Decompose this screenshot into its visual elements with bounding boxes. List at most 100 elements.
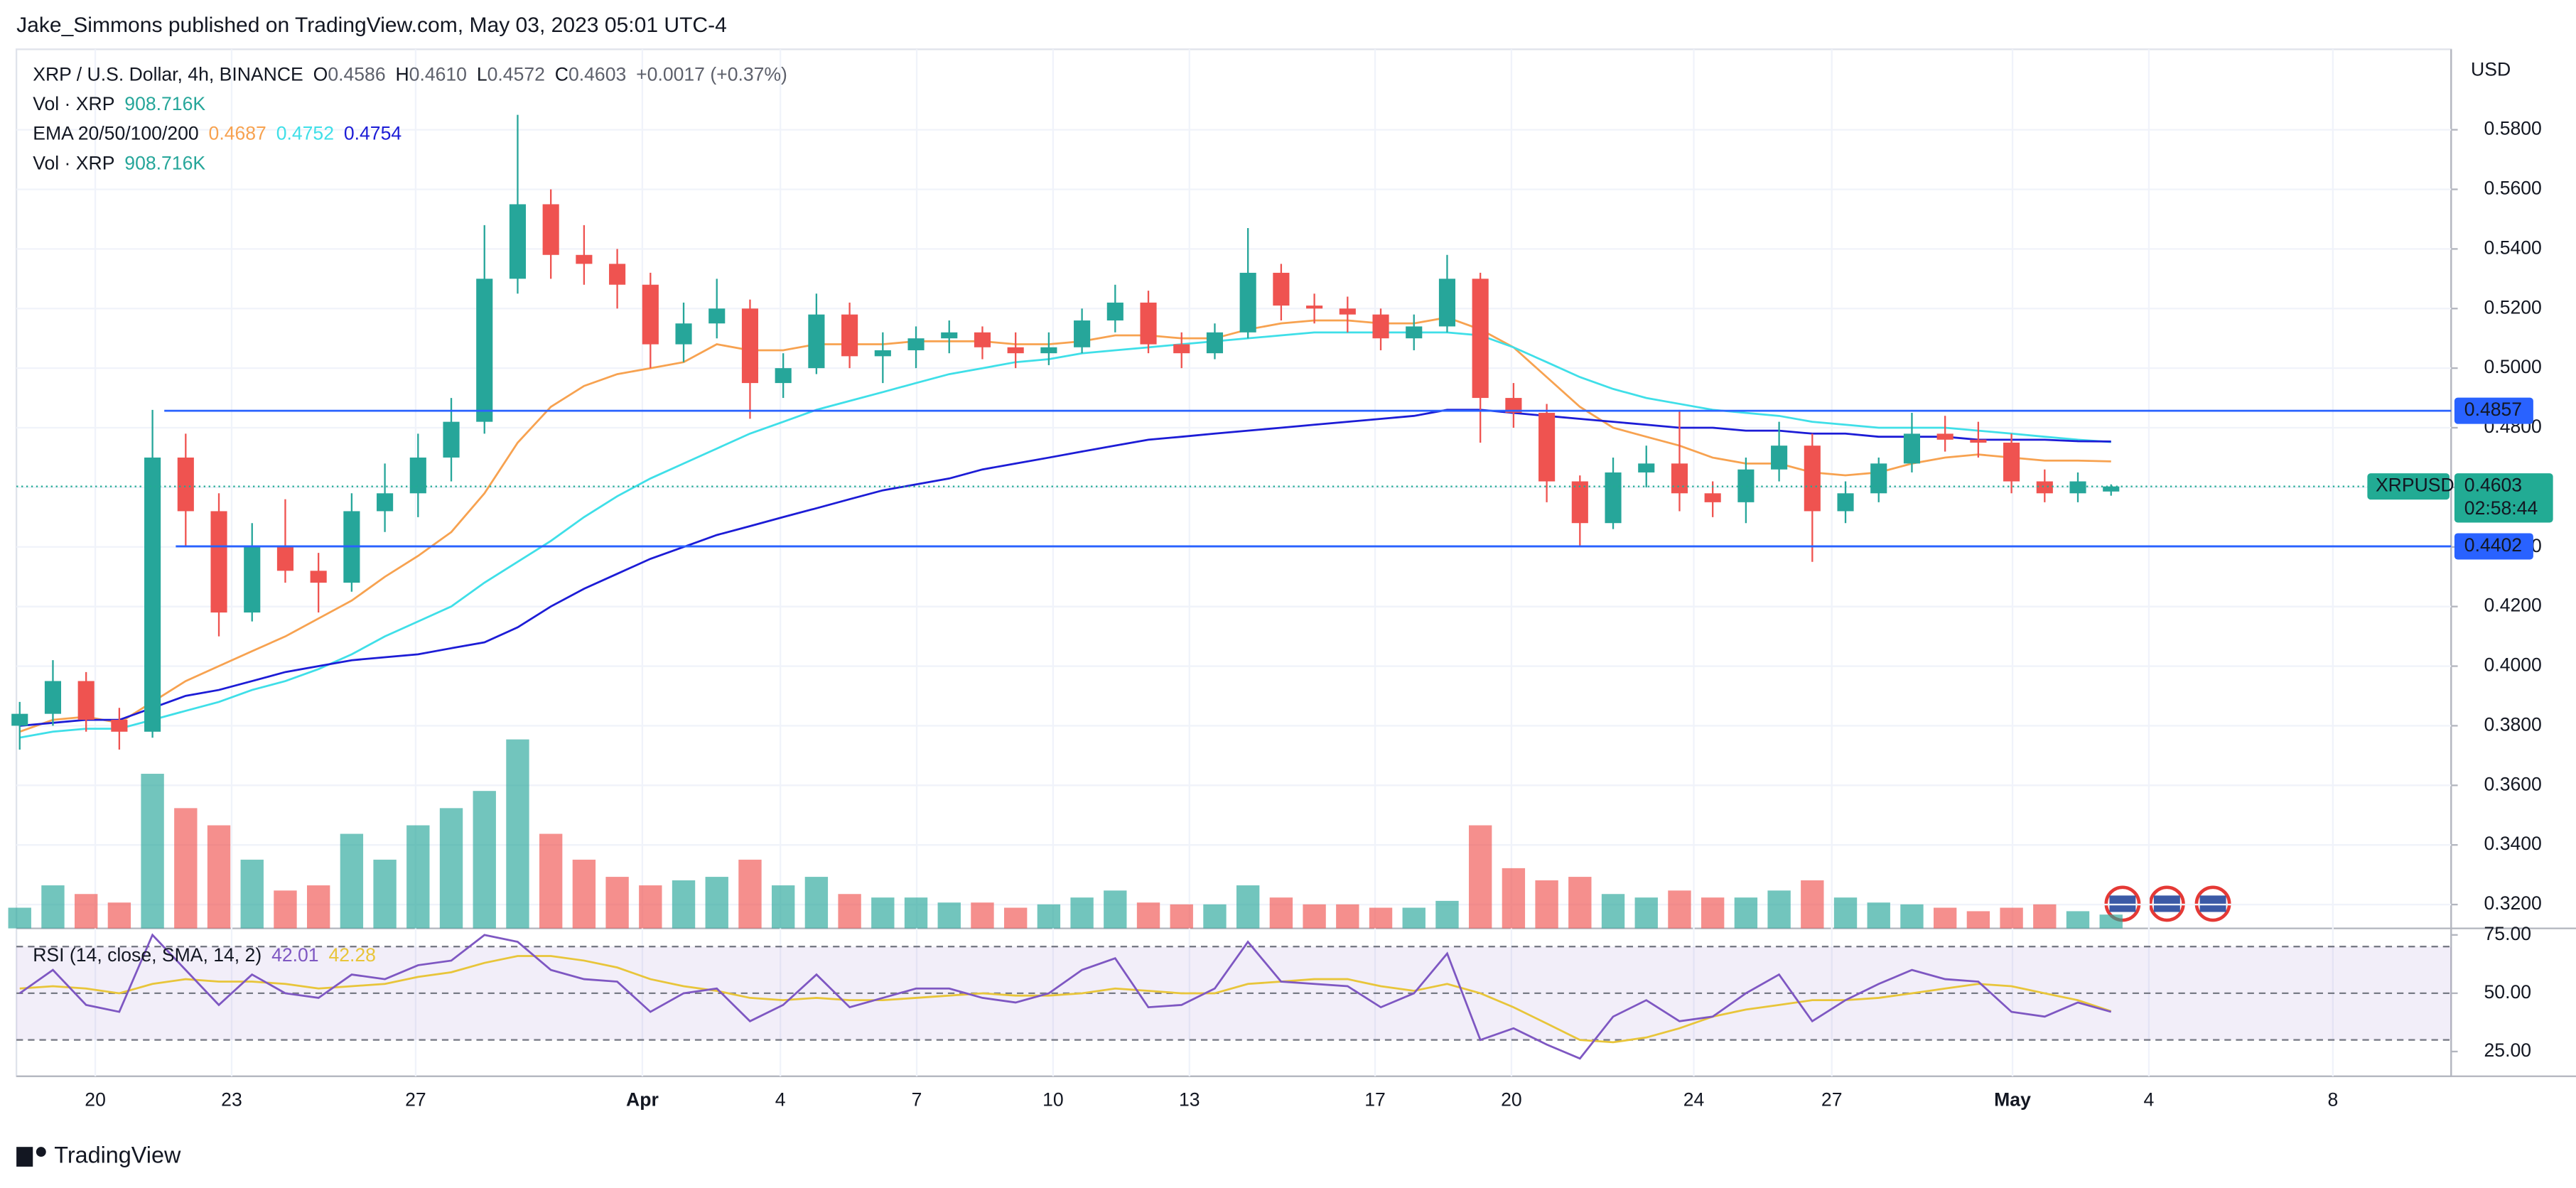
volume-bar	[2000, 907, 2023, 929]
volume-bar	[1867, 902, 1890, 929]
volume-bar	[1701, 897, 1725, 929]
volume-bar	[1734, 897, 1758, 929]
x-tick-label: May	[1994, 1089, 2031, 1110]
candle-body	[775, 368, 792, 384]
x-tick-label: 24	[1683, 1089, 1705, 1110]
x-tick-label: 13	[1179, 1089, 1200, 1110]
candle-body	[1638, 463, 1655, 472]
volume-bar	[141, 774, 164, 929]
logo-mark	[36, 1147, 46, 1157]
candle-body	[1406, 326, 1423, 339]
volume-bar	[1634, 897, 1658, 929]
y-tick-label: 0.4200	[2484, 595, 2542, 616]
candle-body	[1737, 469, 1755, 502]
price-label: 0.4603	[2464, 475, 2522, 496]
candle-body	[1106, 302, 1123, 321]
x-tick-label: 27	[1821, 1089, 1843, 1110]
candle-body	[1040, 347, 1057, 354]
volume-bar	[8, 907, 31, 929]
volume-bar	[871, 897, 895, 929]
candle-body	[1206, 332, 1224, 354]
x-tick-label: 23	[221, 1089, 242, 1110]
rsi-sma-line	[19, 955, 2112, 1044]
volume-bar	[2099, 914, 2123, 929]
y-tick-label: 0.4000	[2484, 654, 2542, 676]
candle-body	[244, 546, 261, 613]
x-tick-label: 20	[1501, 1089, 1522, 1110]
x-tick-label: 4	[2144, 1089, 2155, 1110]
candle-body	[1936, 433, 1953, 440]
volume-bar	[1170, 904, 1193, 929]
legend-item: 42.01	[271, 944, 319, 966]
legend-item: 0.4687	[209, 123, 266, 144]
legend-item: 0.4754	[344, 123, 402, 144]
volume-bar	[1435, 900, 1459, 929]
candle-body	[1273, 272, 1290, 306]
candle-body	[1571, 481, 1588, 524]
candle-body	[1605, 472, 1622, 524]
volume-bar	[605, 877, 629, 929]
legend-item: XRP / U.S. Dollar, 4h, BINANCE	[33, 63, 303, 85]
candle-body	[1140, 302, 1157, 345]
candle-body	[1173, 344, 1190, 354]
candle-body	[44, 681, 62, 714]
legend-row: Vol · XRP 908.716K	[33, 152, 205, 173]
candle-body	[443, 421, 460, 458]
volume-bar	[1601, 894, 1625, 929]
y-tick-label: 0.5200	[2484, 296, 2542, 318]
rsi-tick-label: 50.00	[2484, 981, 2532, 1003]
x-tick-label: Apr	[626, 1089, 659, 1110]
volume-bar	[904, 897, 928, 929]
candle-body	[1438, 279, 1456, 327]
volume-bar	[373, 859, 397, 929]
volume-bar	[306, 885, 330, 929]
candle-body	[741, 308, 759, 384]
volume-bar	[539, 833, 563, 929]
volume-bar	[971, 902, 994, 929]
volume-bar	[274, 890, 297, 929]
legend-item: 908.716K	[124, 93, 205, 114]
legend-item: +0.0017 (+0.37%)	[636, 63, 787, 85]
candle-body	[1704, 493, 1721, 502]
volume-bar	[639, 885, 662, 929]
currency-label: USD	[2471, 58, 2511, 80]
candle-body	[2003, 442, 2020, 482]
candle-body	[111, 720, 128, 732]
price-label-box	[2454, 533, 2533, 560]
y-tick-label: 0.3400	[2484, 833, 2542, 854]
volume-bar	[705, 877, 728, 929]
volume-bar	[838, 894, 861, 929]
candle-body	[1870, 463, 1887, 494]
volume-bar	[340, 833, 364, 929]
candle-body	[907, 338, 925, 350]
legend-item: O	[313, 63, 328, 85]
price-label-box	[2454, 473, 2553, 523]
legend-row: RSI (14, close, SMA, 14, 2) 42.01 42.28	[33, 944, 376, 966]
candle-body	[841, 314, 858, 357]
candle-body	[177, 457, 194, 512]
symbol-label-box	[2367, 473, 2450, 500]
volume-bar	[207, 825, 231, 929]
volume-bar	[1468, 825, 1492, 929]
legend-row: EMA 20/50/100/200 0.4687 0.4752 0.4754	[33, 123, 402, 144]
rsi-tick-label: 75.00	[2484, 923, 2532, 944]
volume-bar	[1767, 890, 1791, 929]
y-tick-label: 0.3200	[2484, 892, 2542, 914]
volume-bar	[1037, 904, 1061, 929]
volume-bar	[1203, 904, 1227, 929]
volume-bar	[1402, 907, 1426, 929]
price-label: 0.4402	[2464, 534, 2522, 556]
candle-body	[77, 681, 95, 720]
legend-item: H	[395, 63, 409, 85]
candle-body	[708, 308, 726, 324]
legend-item: 0.4752	[276, 123, 334, 144]
volume-bar	[439, 808, 463, 929]
y-tick-label: 0.3600	[2484, 773, 2542, 794]
volume-bar	[1668, 890, 1691, 929]
volume-bar	[738, 859, 762, 929]
legend-item: 0.4610	[409, 63, 467, 85]
candle-body	[2103, 486, 2120, 492]
volume-bar	[1136, 902, 1160, 929]
volume-bar	[2033, 904, 2057, 929]
